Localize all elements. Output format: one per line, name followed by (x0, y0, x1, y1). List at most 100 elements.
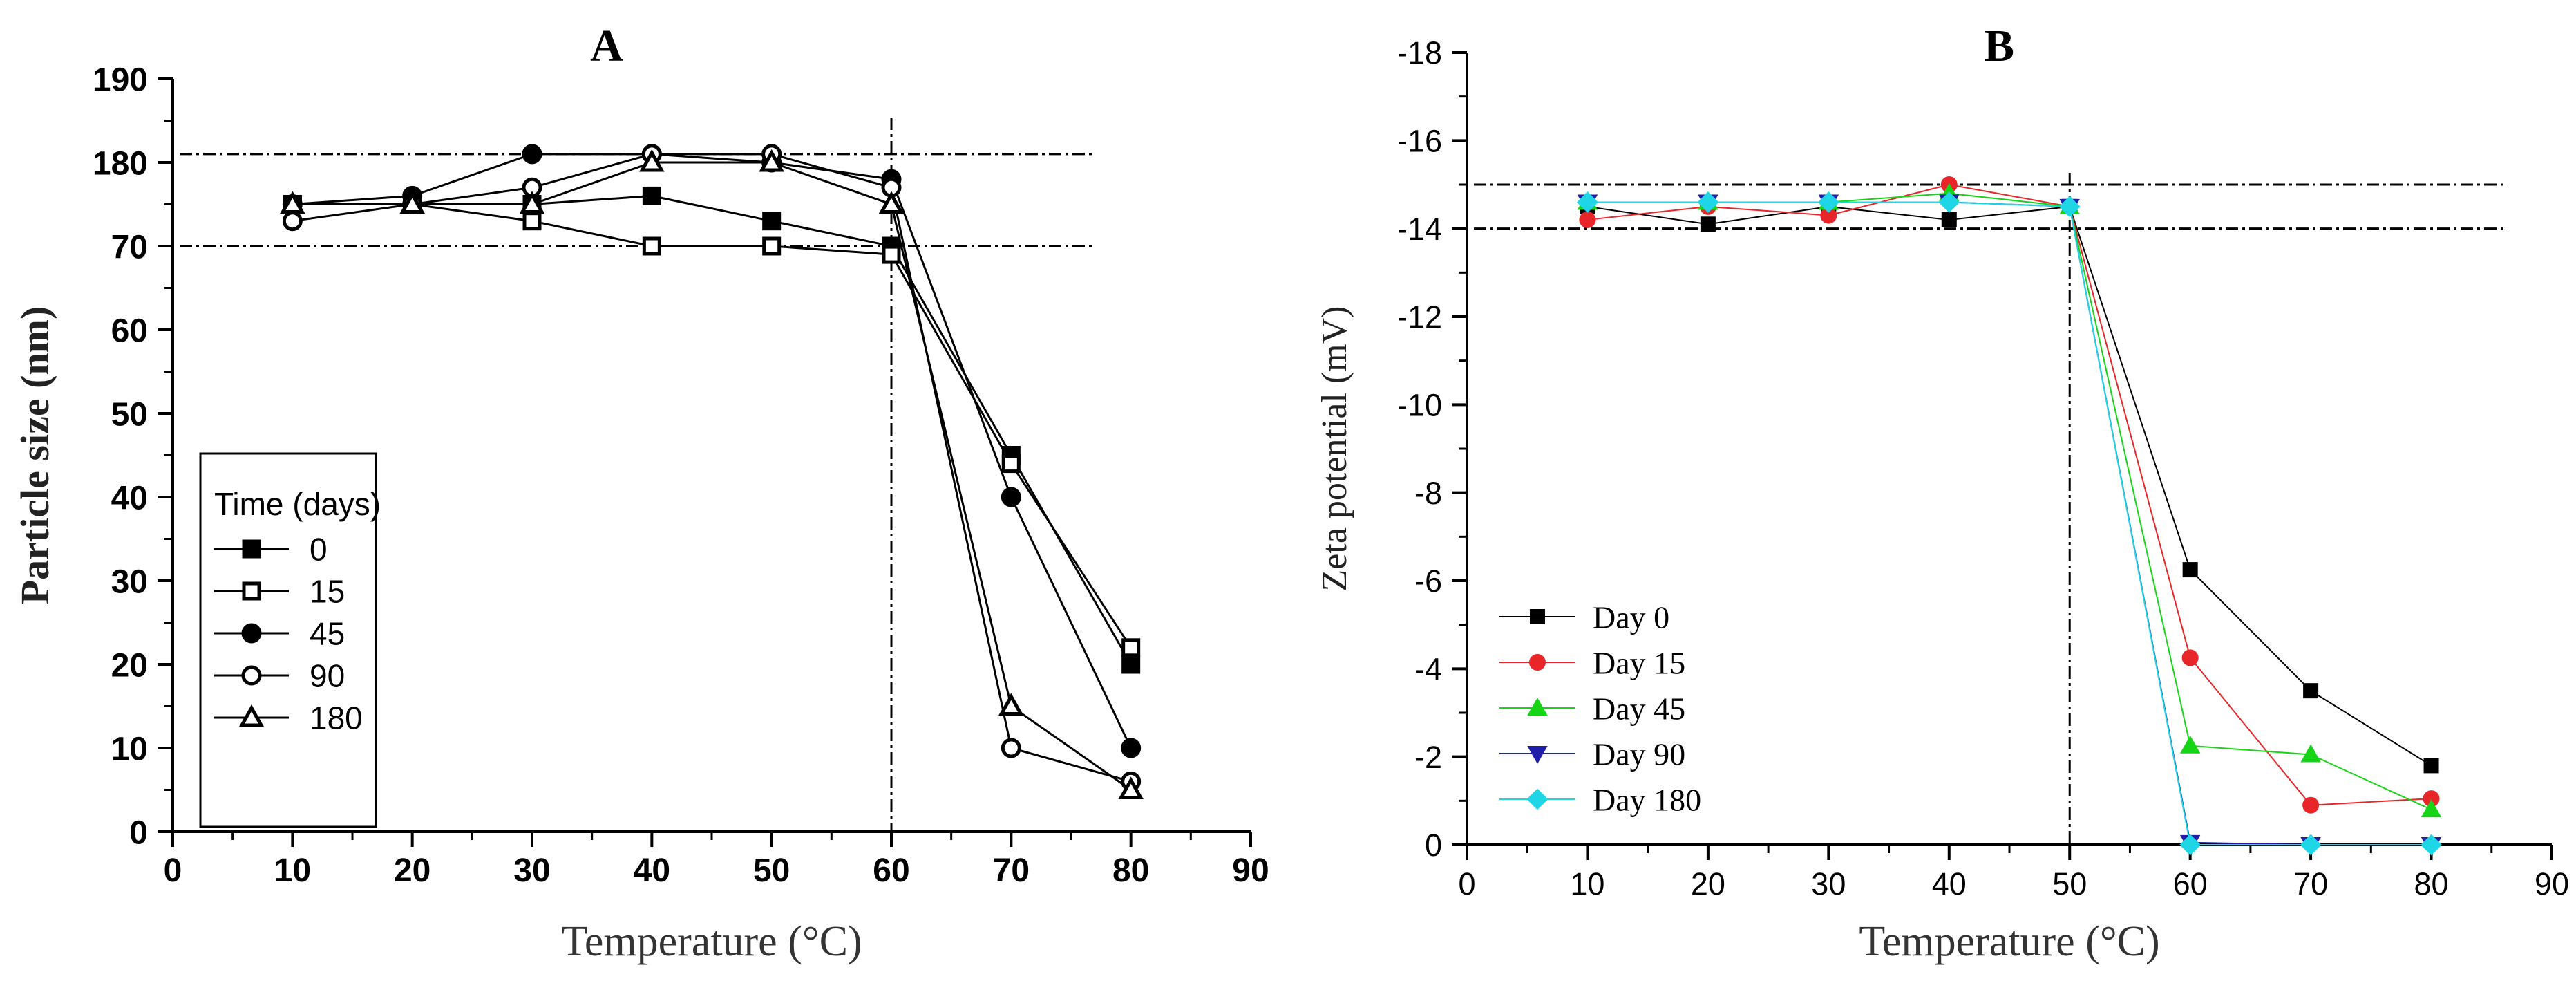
x-tick-label: 10 (1570, 866, 1604, 901)
y-tick-label: 50 (111, 396, 148, 433)
legend-marker (242, 539, 261, 559)
y-tick-label: -14 (1397, 212, 1442, 247)
data-point (522, 212, 542, 231)
chart-b: 0 10 20 30 40 50 60 70 80 90 0 -2 -4 -6 -8 -10 -12 -14 -16… (1315, 21, 2569, 965)
chart-title: A (590, 21, 623, 71)
y-axis-label: Zeta potential (mV) (1315, 306, 1354, 592)
data-point (882, 245, 901, 264)
x-tick-label: 40 (1932, 866, 1967, 901)
data-point (759, 149, 784, 172)
data-point (1118, 776, 1144, 799)
data-point (2302, 796, 2320, 814)
data-point (998, 693, 1024, 716)
data-point (2303, 683, 2319, 699)
y-tick-label: -6 (1414, 563, 1442, 599)
y-tick-label: 0 (1425, 828, 1442, 863)
data-point (1579, 211, 1596, 228)
y-tick-label: -2 (1414, 740, 1442, 775)
data-point (519, 191, 545, 214)
data-point (1941, 212, 1957, 227)
legend-entry-label: Day 0 (1593, 600, 1669, 635)
legend-entry-label: Day 90 (1593, 737, 1685, 772)
data-point (642, 236, 661, 256)
data-point (2421, 799, 2442, 818)
x-tick-label: 90 (2535, 866, 2569, 901)
legend-marker (241, 623, 262, 644)
x-tick-label: 30 (513, 852, 550, 889)
data-point (522, 144, 542, 165)
legend-box (199, 452, 377, 828)
y-tick-label: 30 (111, 563, 148, 600)
series-line-1 (292, 203, 1132, 648)
x-tick-label: 20 (394, 852, 430, 889)
data-point (1938, 191, 1960, 213)
data-point (1697, 191, 1719, 213)
data-point (1121, 638, 1141, 657)
data-point (1577, 191, 1598, 213)
legend-marker (238, 704, 265, 727)
y-tick-label: 20 (111, 647, 148, 684)
data-point (399, 191, 425, 214)
data-point (1001, 738, 1021, 758)
legend-entry-label: 0 (310, 532, 328, 568)
legend-entry-label: Day 15 (1593, 646, 1685, 681)
x-tick-label: 70 (2293, 866, 2328, 901)
x-tick-label: 80 (1112, 852, 1149, 889)
y-tick-label: -8 (1414, 476, 1442, 511)
data-point (1121, 655, 1141, 674)
series-line-4 (292, 161, 1132, 791)
y-tick-label: 40 (111, 480, 148, 516)
chart-a: 0 10 20 30 40 50 60 70 80 90 0 10 20 30 40 50 60 70 180 190… (12, 21, 1269, 965)
x-tick-label: 90 (1232, 852, 1269, 889)
y-tick-label: 190 (93, 62, 148, 98)
legend-entry-label: Day 45 (1593, 691, 1685, 727)
series-line-4 (1587, 201, 2432, 845)
data-point (282, 211, 303, 232)
legend-entry-label: 90 (310, 658, 345, 694)
y-tick-label: 10 (111, 731, 148, 767)
legend-entry-label: 180 (310, 700, 363, 736)
legend-title: Time (days) (214, 486, 381, 522)
legend-marker (1527, 697, 1548, 716)
data-point (280, 191, 305, 214)
x-tick-label: 30 (1811, 866, 1846, 901)
legend-entry-label: 45 (310, 616, 345, 652)
x-tick-label: 60 (2173, 866, 2208, 901)
y-tick-label: 0 (129, 814, 148, 851)
data-point (762, 212, 782, 231)
x-tick-label: 80 (2414, 866, 2449, 901)
data-point (639, 149, 665, 172)
data-point (2421, 834, 2442, 856)
data-point (1700, 216, 1716, 232)
series-line-2 (292, 153, 1133, 749)
series-line-1 (1587, 183, 2432, 806)
data-point (2423, 758, 2439, 774)
x-tick-label: 40 (634, 852, 670, 889)
y-tick-label: -16 (1397, 124, 1442, 159)
y-tick-label: -4 (1414, 652, 1442, 687)
x-tick-label: 20 (1691, 866, 1725, 901)
data-point (2181, 649, 2199, 666)
data-point (2182, 562, 2198, 578)
legend-marker (241, 665, 262, 686)
y-tick-label: -18 (1397, 35, 1442, 71)
series-line-0 (1587, 205, 2432, 767)
x-tick-label: 0 (164, 852, 182, 889)
y-axis-label: Particle size (nm) (12, 306, 57, 605)
data-point (1001, 454, 1021, 474)
data-point (1121, 738, 1142, 758)
data-point (762, 236, 782, 256)
x-tick-label: 0 (1458, 866, 1475, 901)
legend-marker (1526, 788, 1549, 810)
legend-entry-label: 15 (310, 574, 345, 610)
data-point (1817, 191, 1839, 213)
data-point (2300, 744, 2321, 763)
x-tick-label: 70 (993, 852, 1030, 889)
x-tick-label: 60 (873, 852, 909, 889)
data-point (2179, 834, 2201, 856)
y-tick-label: -12 (1397, 299, 1442, 335)
data-point (2300, 834, 2322, 856)
y-tick-label: 60 (111, 312, 148, 349)
